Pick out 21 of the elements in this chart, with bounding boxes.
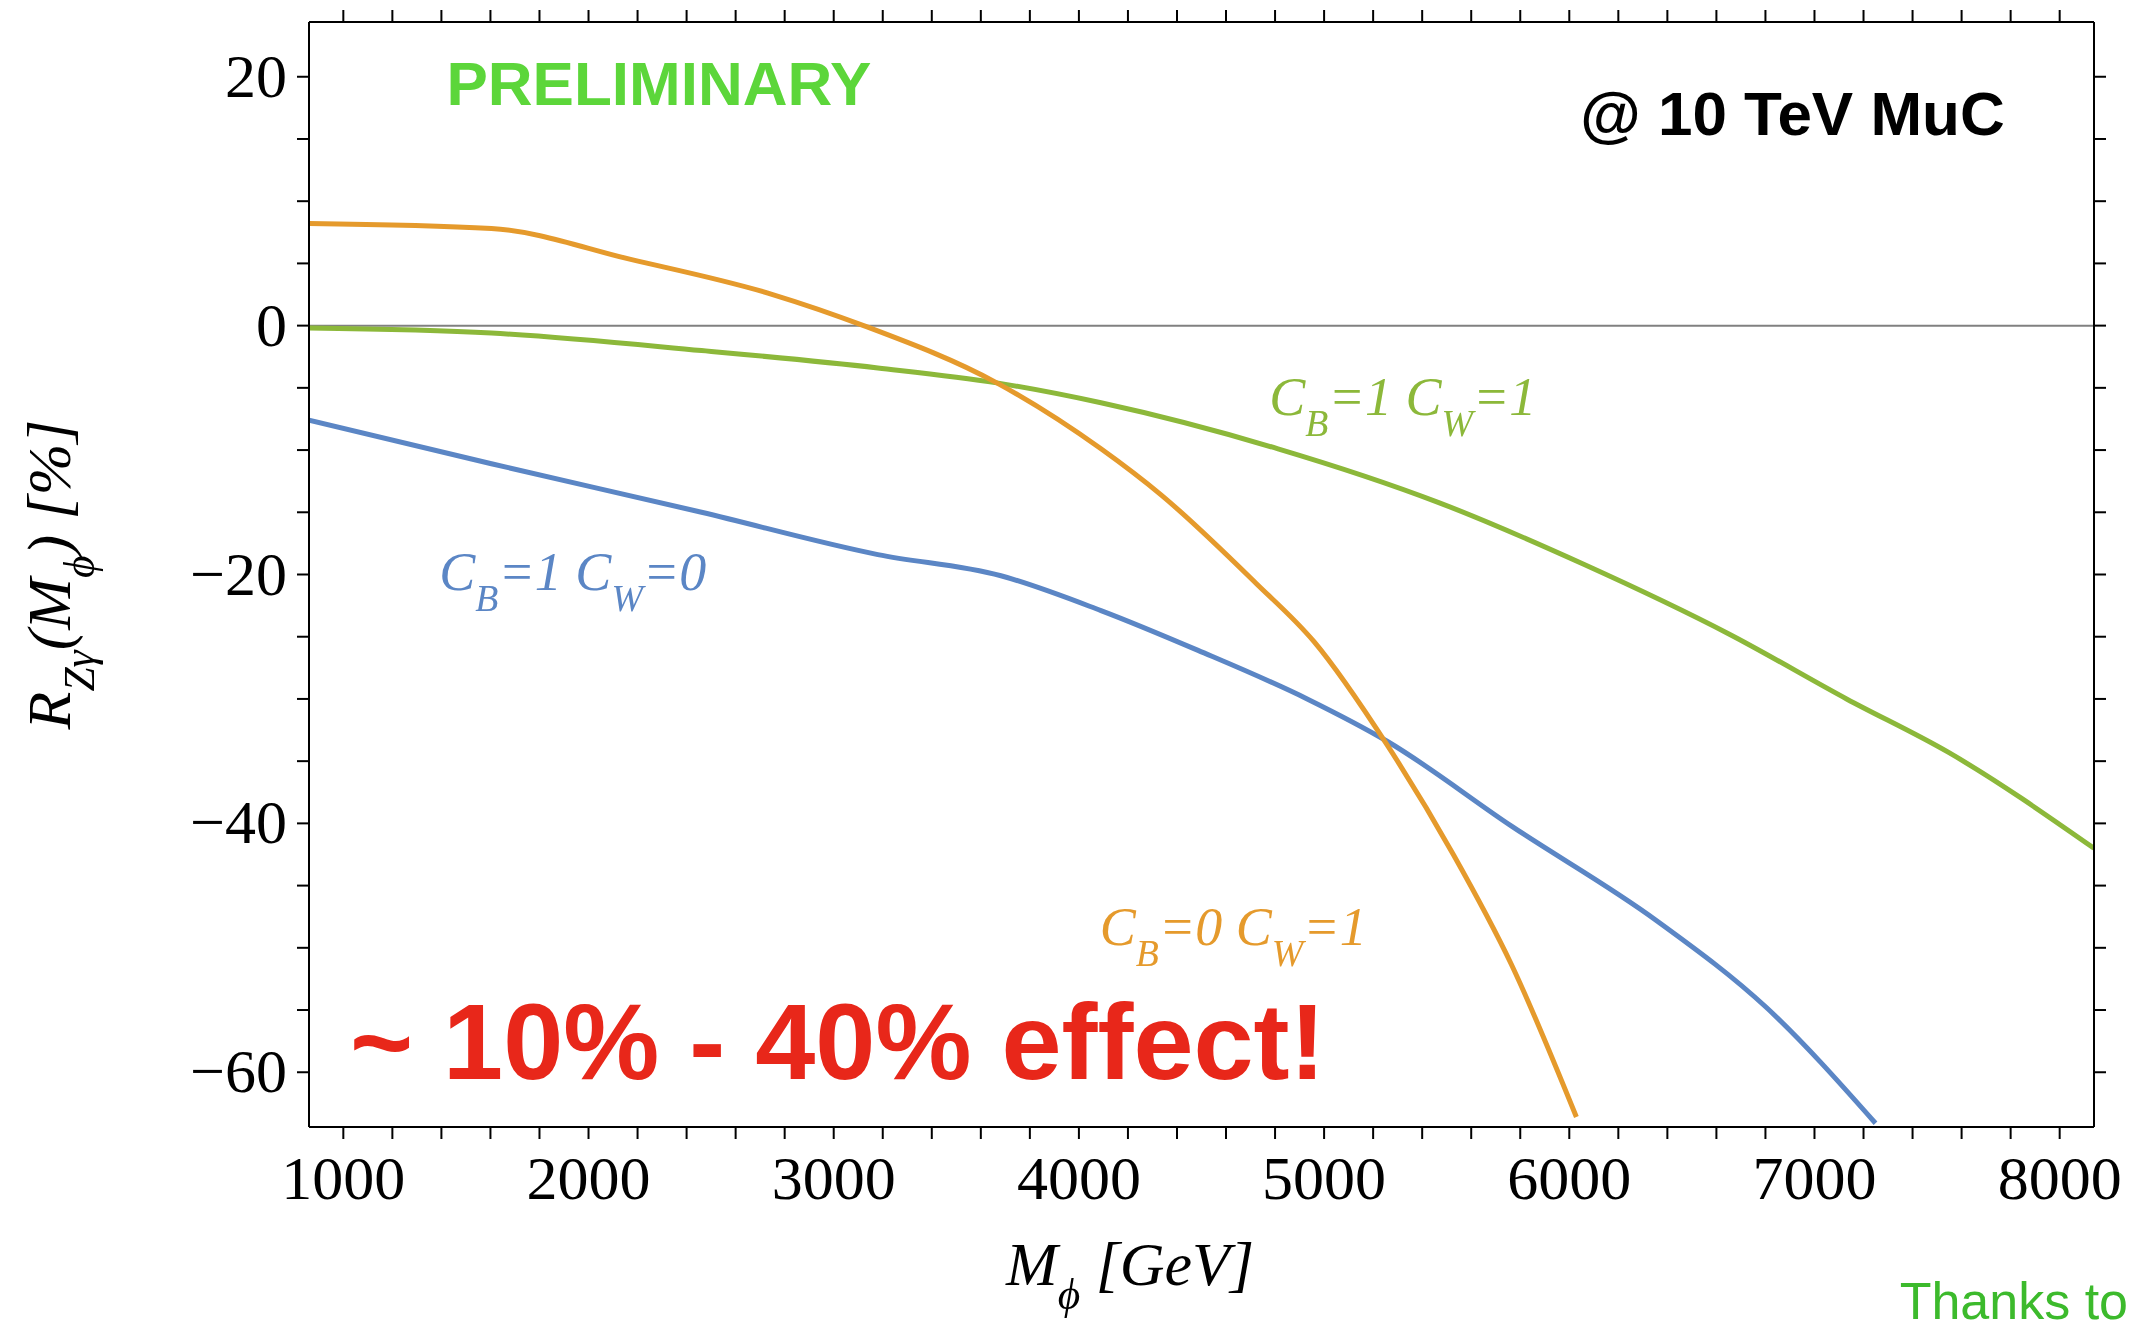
y-tick-label: −40 (190, 788, 287, 857)
y-tick-label: −60 (190, 1037, 287, 1106)
y-tick-label: −20 (190, 539, 287, 608)
x-axis-title: M$_{ϕ}$ [GeV] (1005, 1230, 1255, 1318)
series-label: C$_{B}$=1 C$_{W}$=1 (1269, 367, 1537, 445)
x-tick-label: 5000 (1262, 1144, 1387, 1212)
annotation: ~ 10% - 40% effect! (350, 981, 1326, 1103)
x-tick-label: 2000 (526, 1144, 651, 1212)
x-tick-label: 4000 (1016, 1144, 1141, 1212)
annotation: @ 10 TeV MuC (1580, 78, 2005, 148)
x-tick-label: 6000 (1507, 1144, 1632, 1212)
series-label: C$_{B}$=1 C$_{W}$=0 (439, 541, 707, 619)
x-tick-label: 3000 (771, 1144, 896, 1212)
annotation: PRELIMINARY (446, 48, 872, 118)
y-tick-label: 0 (256, 290, 287, 359)
x-tick-label: 8000 (1997, 1144, 2122, 1212)
x-tick-label: 1000 (281, 1144, 406, 1212)
series-label: C$_{B}$=0 C$_{W}$=1 (1099, 896, 1367, 974)
y-tick-label: 20 (225, 41, 287, 110)
x-tick-label: 7000 (1752, 1144, 1877, 1212)
text: Thanks to (1899, 1272, 2128, 1330)
